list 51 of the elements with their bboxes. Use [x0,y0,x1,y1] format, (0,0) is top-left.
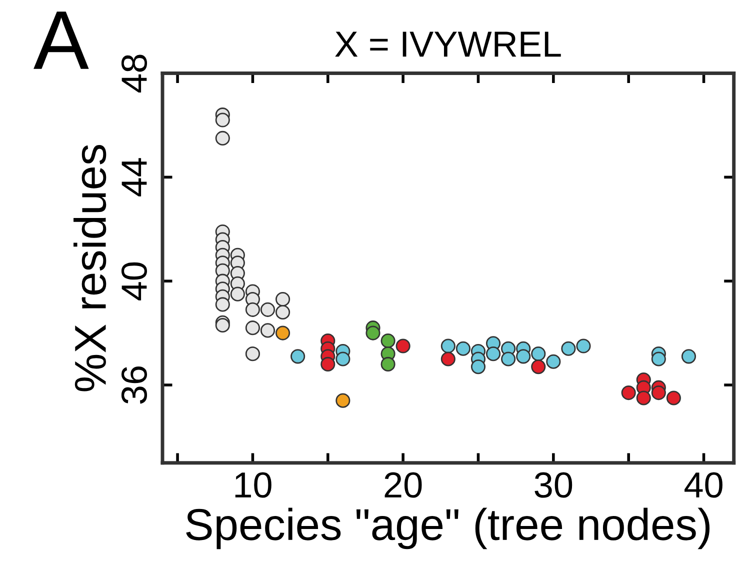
point [576,338,591,354]
y-tick-label: 36 [121,366,148,404]
y-tick-label: 40 [121,262,148,300]
point [380,356,396,372]
point [440,338,456,354]
point [245,346,260,362]
point [636,390,651,406]
chart-title: X = IVYWREL [335,32,561,57]
point [380,334,396,348]
point [215,130,230,146]
point [531,346,546,362]
x-tick-label: 30 [534,472,572,498]
point [275,326,290,340]
point [275,304,290,320]
point [531,360,546,374]
y-tick-label: 44 [122,158,147,196]
point [561,341,576,356]
point [366,326,380,340]
x-tick-label: 40 [684,472,722,498]
point [621,386,636,400]
point [336,352,350,366]
point [215,318,230,333]
point [501,352,516,366]
point [651,352,666,366]
point [396,338,410,354]
x-axis-title: Species "age" (tree nodes) [186,508,710,550]
y-tick-label: 48 [121,54,148,93]
point [260,323,276,338]
y-axis-title: %X residues [74,144,106,392]
point [651,386,666,400]
point [666,390,681,406]
point [260,302,276,317]
point [215,297,230,312]
point [245,302,260,317]
point [486,346,501,362]
point [440,352,456,366]
point [681,349,696,364]
point [230,286,245,302]
point [245,320,260,336]
point [336,393,350,408]
text: A [34,12,89,69]
point [275,292,290,307]
point [470,360,486,374]
point [516,349,531,364]
point [546,354,561,369]
point [290,349,306,364]
x-tick-label: 10 [235,472,272,498]
point [320,356,336,372]
point [215,112,230,128]
point [456,341,470,356]
x-tick-label: 20 [384,472,422,498]
